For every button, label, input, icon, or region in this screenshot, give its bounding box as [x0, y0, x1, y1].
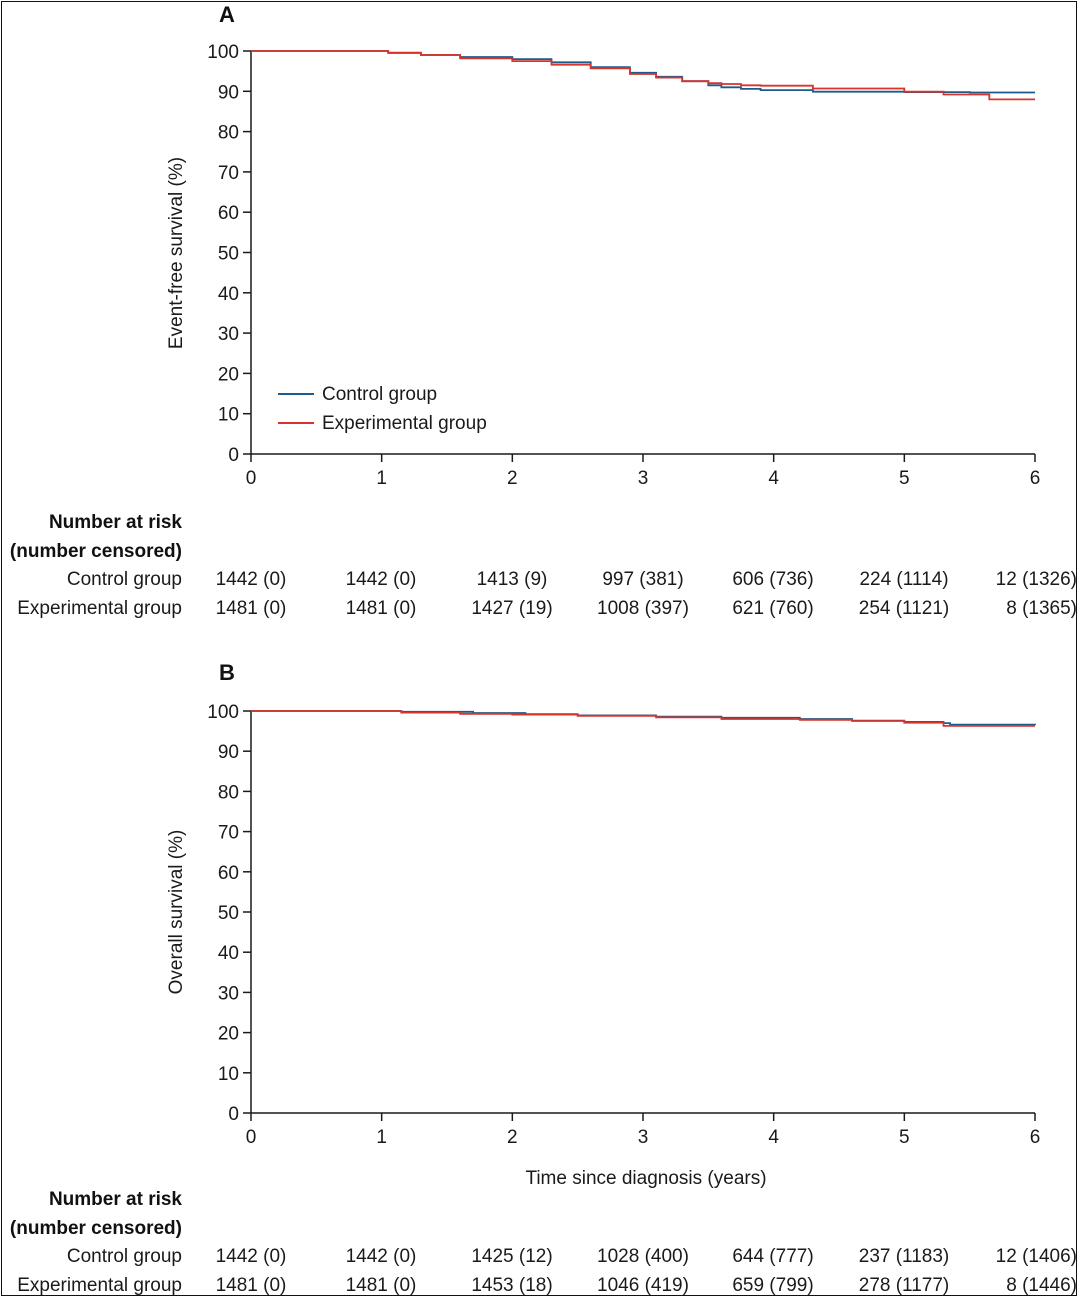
risk-value-a-experimental-1: 1481 (0)	[346, 598, 417, 619]
panel-letter-b: B	[219, 660, 235, 685]
risk-value-b-control-6: 12 (1406)	[996, 1246, 1077, 1267]
y-tick-label-b-80: 80	[218, 782, 239, 803]
x-tick-label-b-4: 4	[768, 1127, 779, 1148]
risk-value-b-experimental-1: 1481 (0)	[346, 1275, 417, 1296]
y-axis-title-a: Event-free survival (%)	[166, 157, 187, 349]
x-tick-label-a-6: 6	[1030, 468, 1041, 489]
risk-value-a-control-3: 997 (381)	[602, 569, 683, 590]
risk-row-label-a-experimental: Experimental group	[17, 598, 182, 619]
risk-heading-a-line1: Number at risk	[49, 512, 182, 533]
x-tick-label-b-1: 1	[376, 1127, 387, 1148]
risk-value-a-experimental-3: 1008 (397)	[597, 598, 689, 619]
risk-row-label-a-control: Control group	[67, 569, 182, 590]
x-tick-label-b-3: 3	[638, 1127, 649, 1148]
risk-value-a-control-4: 606 (736)	[732, 569, 813, 590]
risk-value-b-control-0: 1442 (0)	[216, 1246, 287, 1267]
x-tick-label-a-3: 3	[638, 468, 649, 489]
risk-value-a-control-1: 1442 (0)	[346, 569, 417, 590]
y-tick-label-b-30: 30	[218, 983, 239, 1004]
y-tick-label-b-40: 40	[218, 943, 239, 964]
x-tick-label-a-4: 4	[768, 468, 779, 489]
risk-row-label-b-experimental: Experimental group	[17, 1275, 182, 1296]
risk-value-a-control-5: 224 (1114)	[859, 569, 948, 590]
y-tick-label-a-90: 90	[218, 82, 239, 103]
survival-curve-a-experimental	[251, 50, 1035, 101]
panel-letter-a: A	[219, 2, 235, 27]
risk-value-a-experimental-5: 254 (1121)	[859, 598, 950, 619]
risk-value-a-control-6: 12 (1326)	[996, 569, 1077, 590]
risk-heading-a-line2: (number censored)	[10, 541, 182, 562]
y-tick-label-a-100: 100	[207, 42, 239, 63]
y-tick-label-b-0: 0	[228, 1104, 239, 1125]
y-tick-label-a-50: 50	[218, 244, 239, 265]
risk-value-a-experimental-6: 8 (1365)	[1006, 598, 1077, 619]
x-tick-label-b-2: 2	[507, 1127, 518, 1148]
x-tick-label-b-0: 0	[246, 1127, 257, 1148]
y-tick-label-a-60: 60	[218, 203, 239, 224]
y-axis-title-b: Overall survival (%)	[166, 830, 187, 995]
risk-heading-b-line1: Number at risk	[49, 1189, 182, 1210]
survival-curve-b-experimental	[251, 710, 1035, 727]
risk-value-b-control-5: 237 (1183)	[859, 1246, 950, 1267]
survival-curve-a-control	[251, 50, 1035, 94]
legend-label-control: Control group	[322, 384, 437, 405]
risk-value-b-experimental-2: 1453 (18)	[471, 1275, 552, 1296]
y-tick-label-b-70: 70	[218, 823, 239, 844]
risk-value-b-experimental-0: 1481 (0)	[216, 1275, 287, 1296]
y-tick-label-a-80: 80	[218, 123, 239, 144]
risk-value-a-experimental-0: 1481 (0)	[216, 598, 287, 619]
x-tick-label-b-5: 5	[899, 1127, 910, 1148]
y-tick-label-b-50: 50	[218, 903, 239, 924]
x-tick-label-a-5: 5	[899, 468, 910, 489]
risk-value-b-control-4: 644 (777)	[732, 1246, 813, 1267]
risk-value-b-control-1: 1442 (0)	[346, 1246, 417, 1267]
y-tick-label-a-10: 10	[218, 405, 239, 426]
x-tick-label-a-0: 0	[246, 468, 257, 489]
x-tick-label-b-6: 6	[1030, 1127, 1041, 1148]
risk-value-b-experimental-3: 1046 (419)	[597, 1275, 689, 1296]
risk-value-b-experimental-4: 659 (799)	[732, 1275, 813, 1296]
y-tick-label-a-0: 0	[228, 445, 239, 466]
y-tick-label-b-100: 100	[207, 702, 239, 723]
risk-value-b-control-3: 1028 (400)	[597, 1246, 689, 1267]
risk-row-label-b-control: Control group	[67, 1246, 182, 1267]
risk-heading-b-line2: (number censored)	[10, 1218, 182, 1239]
y-tick-label-a-30: 30	[218, 324, 239, 345]
y-tick-label-b-90: 90	[218, 742, 239, 763]
risk-value-b-experimental-6: 8 (1446)	[1006, 1275, 1077, 1296]
risk-value-b-control-2: 1425 (12)	[471, 1246, 552, 1267]
y-tick-label-a-40: 40	[218, 284, 239, 305]
y-tick-label-b-20: 20	[218, 1024, 239, 1045]
y-tick-label-b-10: 10	[218, 1064, 239, 1085]
x-tick-label-a-1: 1	[376, 468, 387, 489]
risk-value-a-experimental-4: 621 (760)	[732, 598, 813, 619]
risk-value-a-control-2: 1413 (9)	[477, 569, 548, 590]
x-axis-title-b: Time since diagnosis (years)	[525, 1168, 766, 1189]
risk-value-b-experimental-5: 278 (1177)	[859, 1275, 950, 1296]
y-tick-label-a-20: 20	[218, 364, 239, 385]
x-tick-label-a-2: 2	[507, 468, 518, 489]
risk-value-a-control-0: 1442 (0)	[216, 569, 287, 590]
risk-value-a-experimental-2: 1427 (19)	[471, 598, 552, 619]
y-tick-label-a-70: 70	[218, 163, 239, 184]
legend-label-experimental: Experimental group	[322, 413, 487, 434]
y-tick-label-b-60: 60	[218, 863, 239, 884]
